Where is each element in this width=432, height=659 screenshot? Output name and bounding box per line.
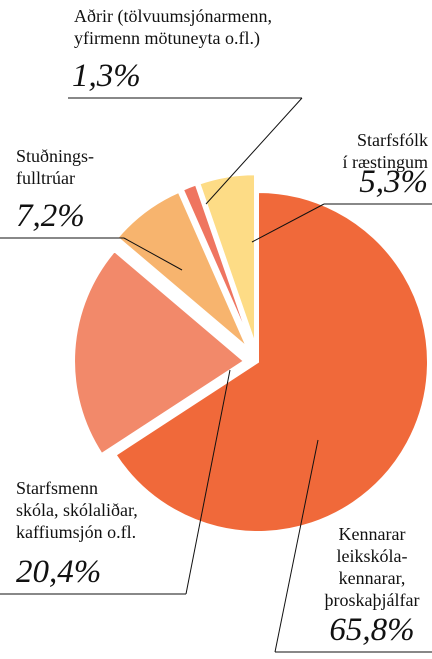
slice-label: Starfsmenn skóla, skólaliðar, kaffiumsjón … (16, 478, 138, 542)
label-line: þroskaþjálfar (325, 590, 420, 610)
leader-line (123, 237, 183, 271)
leader-line (185, 369, 231, 595)
value-label: 20,4% (16, 554, 101, 590)
label-line: Starfsmenn (16, 478, 98, 498)
slice-label: Stuðnings-fulltrúar (16, 146, 94, 188)
label-line: Aðrir (tölvuumsjónarmenn, (74, 6, 272, 27)
leader-line (251, 203, 325, 243)
label-line: kaffiumsjón o.fl. (16, 522, 136, 542)
label-line: Starfsfólk (357, 130, 428, 150)
label-line: fulltrúar (16, 168, 75, 188)
pie-slice (181, 183, 253, 346)
value-label: 65,8% (329, 612, 414, 648)
value-label: 5,3% (359, 164, 428, 200)
label-line: kennarar, (339, 568, 406, 588)
slice-label: Starfsfólk í ræstingum (342, 130, 428, 172)
pie-slice (73, 249, 246, 456)
value-label: 7,2% (16, 198, 85, 234)
value-label: 1,3% (72, 58, 141, 94)
label-line: skóla, skólaliðar, (16, 500, 138, 520)
slice-label: Aðrir (tölvuumsjónarmenn, yfirmenn mötune… (74, 6, 272, 49)
pie-slice (198, 173, 257, 345)
label-line: leikskóla- (337, 546, 408, 566)
label-line: í ræstingum (342, 152, 428, 172)
slice-label: Kennarar leikskóla-kennarar, þroskaþjálfar (325, 524, 420, 610)
label-line: yfirmenn mötuneyta o.fl.) (74, 28, 260, 49)
leader-line (274, 439, 319, 653)
label-line: Stuðnings- (16, 146, 94, 166)
pie-slice (114, 190, 429, 533)
leader-line (205, 97, 303, 205)
label-line: Kennarar (339, 524, 406, 544)
